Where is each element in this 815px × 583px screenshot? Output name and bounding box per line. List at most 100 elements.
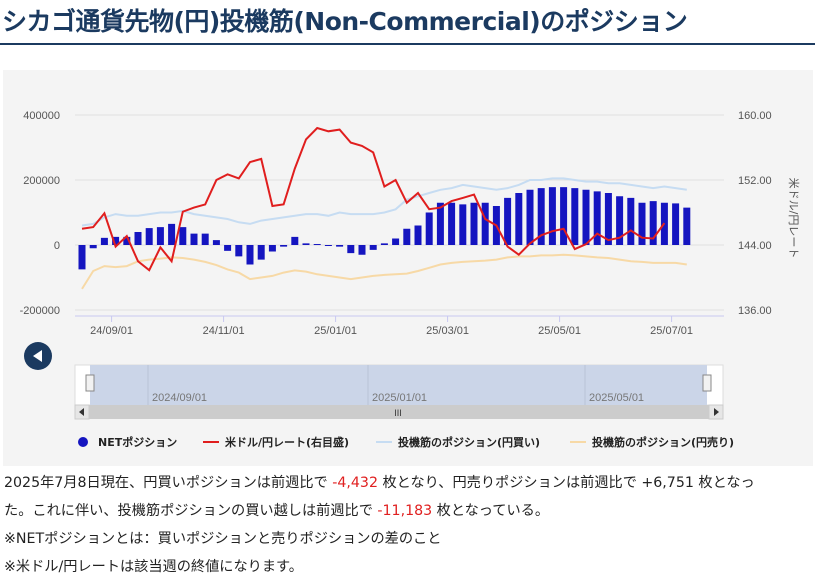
net-bar [302,243,310,245]
net-bar [414,225,422,245]
scrollbar-grip: III [394,408,402,418]
summary-line-1: 2025年7月8日現在、円買いポジションは前週比で -4,432 枚となり、円売… [4,475,755,491]
navigator-left-handle [85,374,95,392]
net-bar [246,245,254,265]
navigator-right-handle [702,374,712,392]
net-bar [89,245,97,249]
x-tick-label: 25/01/01 [314,325,357,337]
x-tick-label: 25/05/01 [538,325,581,337]
x-tick-label: 25/03/01 [426,325,469,337]
legend: NETポジション 米ドル/円レート(右目盛) 投機筋のポジション(円買い) 投機筋のポ… [78,435,734,449]
x-tick-label: 24/09/01 [90,325,133,337]
navigator-scrollbar[interactable]: III [74,404,724,420]
net-bar [436,202,444,245]
net-bar [257,245,265,260]
net-bar [134,232,142,245]
net-bar [392,238,400,245]
title-divider [0,43,815,45]
net-bar [313,244,321,246]
navigator-label: 2025/01/01 [372,392,427,404]
left-arrow-icon [33,350,42,362]
net-bar [156,227,164,245]
x-tick-label: 24/11/01 [203,325,245,337]
legend-item: NETポジション [78,435,177,449]
net-bar [291,236,299,245]
net-bar [627,197,635,245]
net-bar [638,202,646,245]
net-bar [582,189,590,245]
navigator-label: 2024/09/01 [152,392,207,404]
legend-item: 投機筋のポジション(円売り) [570,435,734,449]
net-bar [380,243,388,245]
net-bar [235,245,243,257]
legend-label: 投機筋のポジション(円売り) [592,435,734,449]
legend-label: 米ドル/円レート(右目盛) [224,435,349,449]
net-bar [212,240,220,245]
net-bar [201,233,209,245]
net-bar [481,202,489,245]
legend-label: NETポジション [98,435,177,449]
left-axis: 400000 200000 0 -200000 [20,110,60,317]
right-tick-label: 136.00 [738,305,772,317]
legend-item: 投機筋のポジション(円買い) [376,435,540,449]
net-bar [347,245,355,254]
net-bar [190,233,198,245]
note-net-position: ※NETポジションとは：買いポジションと売りポジションの差のこと [4,531,442,547]
scroll-left-icon [79,408,84,416]
navigator[interactable]: 2024/09/01 2025/01/01 2025/05/01 [74,364,724,406]
right-axis: 160.00 152.00 144.00 136.00 [738,110,772,317]
x-axis: 24/09/01 24/11/01 25/01/01 25/03/01 25/05/01… [90,316,693,337]
left-tick-label: 200000 [23,175,60,187]
net-bar [560,187,568,245]
net-bar [504,197,512,245]
note-rate: ※米ドル/円レートは該当週の終値になります。 [4,559,303,575]
net-bar [403,228,411,245]
net-bar [280,245,288,247]
net-bar [537,188,545,245]
legend-circle-icon [78,437,88,447]
net-bar [224,245,232,251]
net-bar [324,245,332,246]
net-bar [78,245,86,270]
yen-sell-line [81,253,687,290]
net-bar [526,189,534,245]
page-title: シカゴ通貨先物(円)投機筋(Non-Commercial)のポジション [2,7,688,36]
net-bar [459,204,467,245]
net-bar [358,245,366,255]
scroll-right-icon [714,408,719,416]
right-axis-label: 米ドル/円レート [787,178,800,259]
usdjpy-line [81,126,666,272]
net-bar [672,203,680,245]
net-bar [548,187,556,245]
net-bar [168,223,176,245]
net-bar [268,245,276,252]
net-bar [616,196,624,245]
legend-item: 米ドル/円レート(右目盛) [203,435,349,449]
right-tick-label: 144.00 [738,240,772,252]
net-bar [649,201,657,245]
net-bar [179,227,187,245]
summary-line-2: た。これに伴い、投機筋ポジションの買い越しは前週比で -11,183 枚となって… [4,503,550,519]
net-bar [425,212,433,245]
net-bar [470,202,478,245]
net-bar [369,245,377,250]
net-bar [336,245,344,247]
net-bar [604,193,612,245]
net-bar [123,236,131,245]
net-bar [448,202,456,245]
left-tick-label: 0 [54,240,60,252]
navigator-label: 2025/05/01 [589,392,644,404]
net-bar [571,188,579,245]
right-tick-label: 152.00 [738,175,772,187]
net-bar [683,207,691,245]
left-tick-label: 400000 [23,110,60,122]
right-tick-label: 160.00 [738,110,772,122]
scrollbar-thumb [89,405,709,419]
navigator-selection [90,365,707,405]
range-back-button[interactable] [24,342,52,370]
legend-label: 投機筋のポジション(円買い) [398,435,540,449]
net-bar [100,237,108,245]
net-bar [112,236,120,245]
net-bar [145,228,153,245]
